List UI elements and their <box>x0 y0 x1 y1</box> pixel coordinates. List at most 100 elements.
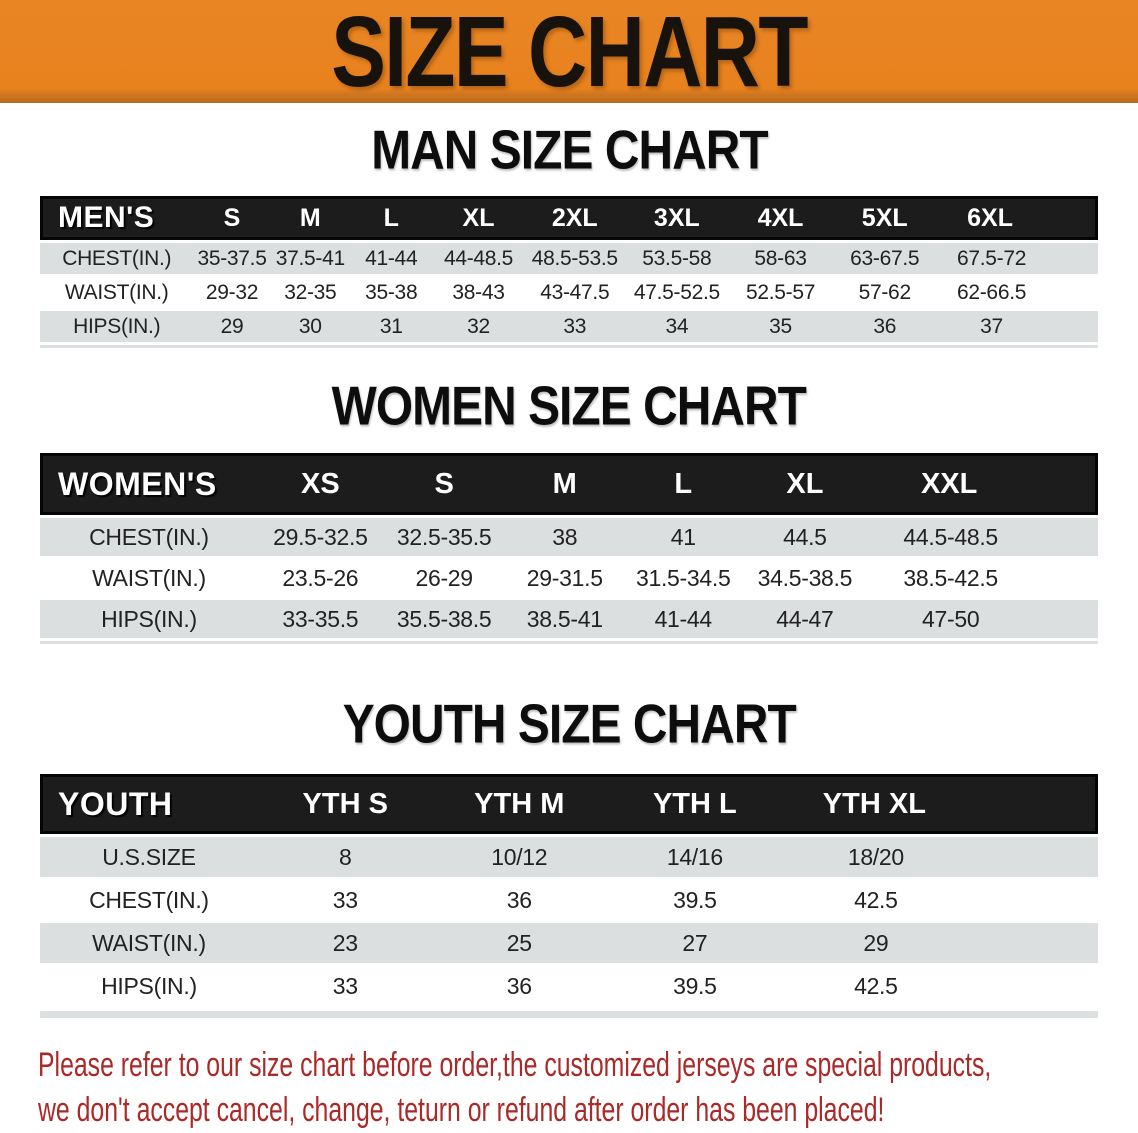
size-value: 33 <box>257 880 433 920</box>
size-value: 41 <box>623 518 743 556</box>
size-value: 32-35 <box>270 277 350 308</box>
table-corner-label: MEN'S <box>40 196 194 240</box>
row-label: CHEST(IN.) <box>40 518 258 556</box>
size-column-header: M <box>505 453 624 515</box>
row-label: HIPS(IN.) <box>40 966 258 1006</box>
row-label: CHEST(IN.) <box>40 880 258 920</box>
size-value: 35 <box>728 311 833 342</box>
measure-row: WAIST(IN.) 23.5-26 26-29 29-31.5 31.5-34.5 34… <box>40 559 1098 597</box>
size-column-header: 4XL <box>728 196 833 240</box>
size-value: 29 <box>193 311 271 342</box>
size-column-header: 3XL <box>625 196 729 240</box>
size-value: 30 <box>270 311 350 342</box>
table-corner-label: YOUTH <box>40 774 258 834</box>
size-column-header: M <box>270 196 350 240</box>
size-column-header: 5XL <box>832 196 938 240</box>
measure-row: HIPS(IN.) 29 30 31 32 33 34 35 36 37 <box>40 311 1098 342</box>
size-value: 41-44 <box>349 243 433 274</box>
size-value: 44-47 <box>742 600 868 638</box>
size-value: 36 <box>832 311 938 342</box>
size-value: 14/16 <box>606 837 784 877</box>
size-column-header: YTH XL <box>783 774 1098 834</box>
size-column-header: YTH M <box>432 774 606 834</box>
size-value: 37 <box>937 311 1098 342</box>
size-value: 29-32 <box>193 277 271 308</box>
size-value: 18/20 <box>783 837 1098 877</box>
size-value: 27 <box>606 923 784 963</box>
size-value: 8 <box>257 837 433 877</box>
size-value: 31.5-34.5 <box>623 559 743 597</box>
measure-row: U.S.SIZE 8 10/12 14/16 18/20 <box>40 837 1098 877</box>
size-value: 35-37.5 <box>193 243 271 274</box>
size-value: 38.5-41 <box>505 600 624 638</box>
size-value: 29 <box>783 923 1098 963</box>
disclaimer-line-1: Please refer to our size chart before or… <box>38 1046 992 1084</box>
size-value: 31 <box>349 311 433 342</box>
size-column-header: YTH L <box>606 774 784 834</box>
size-value: 44-48.5 <box>432 243 525 274</box>
measure-row: WAIST(IN.) 29-32 32-35 35-38 38-43 43-47.5 47.… <box>40 277 1098 308</box>
size-value: 35.5-38.5 <box>382 600 506 638</box>
size-value: 33 <box>257 966 433 1006</box>
size-value: 32 <box>432 311 525 342</box>
men-section-title: MAN SIZE CHART <box>370 119 768 182</box>
disclaimer: Please refer to our size chart before or… <box>38 1043 1138 1133</box>
size-value: 39.5 <box>606 966 784 1006</box>
measure-row: CHEST(IN.) 35-37.5 37.5-41 41-44 44-48.5 48.5… <box>40 243 1098 274</box>
size-value: 36 <box>432 880 606 920</box>
size-value: 47.5-52.5 <box>625 277 729 308</box>
size-value: 47-50 <box>867 600 1098 638</box>
size-value: 44.5-48.5 <box>867 518 1098 556</box>
table-header-row: MEN'S S M L XL 2XL 3XL 4XL 5XL 6XL <box>40 196 1098 240</box>
size-value: 41-44 <box>623 600 743 638</box>
measure-row: HIPS(IN.) 33 36 39.5 42.5 <box>40 966 1098 1006</box>
size-value: 58-63 <box>728 243 833 274</box>
women-size-section: WOMEN SIZE CHART WOMEN'S XS S M L XL XXL CHEST(… <box>0 375 1138 644</box>
size-value: 23.5-26 <box>257 559 383 597</box>
men-table-bottom-edge <box>40 345 1098 348</box>
row-label: WAIST(IN.) <box>40 559 258 597</box>
row-label: WAIST(IN.) <box>40 923 258 963</box>
men-size-section: MAN SIZE CHART MEN'S S M L XL 2XL 3XL 4XL 5XL 6XL… <box>0 119 1138 348</box>
measure-row: WAIST(IN.) 23 25 27 29 <box>40 923 1098 963</box>
row-label: CHEST(IN.) <box>40 243 194 274</box>
size-value: 35-38 <box>349 277 433 308</box>
size-column-header: XL <box>432 196 525 240</box>
measure-row: CHEST(IN.) 29.5-32.5 32.5-35.5 38 41 44.5 44.5… <box>40 518 1098 556</box>
row-label: WAIST(IN.) <box>40 277 194 308</box>
size-value: 48.5-53.5 <box>524 243 626 274</box>
size-column-header: L <box>623 453 743 515</box>
measure-row: HIPS(IN.) 33-35.5 35.5-38.5 38.5-41 41-44 44-… <box>40 600 1098 638</box>
size-value: 62-66.5 <box>937 277 1098 308</box>
size-value: 29-31.5 <box>505 559 624 597</box>
youth-size-table: YOUTH YTH S YTH M YTH L YTH XL U.S.SIZE 8 10/12… <box>40 771 1098 1009</box>
size-column-header: XL <box>742 453 868 515</box>
size-value: 37.5-41 <box>270 243 350 274</box>
size-value: 33-35.5 <box>257 600 383 638</box>
size-value: 57-62 <box>832 277 938 308</box>
size-column-header: 6XL <box>937 196 1098 240</box>
size-value: 34 <box>625 311 729 342</box>
size-column-header: L <box>349 196 433 240</box>
size-column-header: XXL <box>867 453 1098 515</box>
size-value: 63-67.5 <box>832 243 938 274</box>
size-value: 42.5 <box>783 880 1098 920</box>
size-column-header: S <box>193 196 271 240</box>
row-label: HIPS(IN.) <box>40 311 194 342</box>
row-label: U.S.SIZE <box>40 837 258 877</box>
size-value: 67.5-72 <box>937 243 1098 274</box>
measure-row: CHEST(IN.) 33 36 39.5 42.5 <box>40 880 1098 920</box>
banner-title: SIZE CHART <box>331 0 808 108</box>
size-column-header: XS <box>257 453 383 515</box>
size-value: 32.5-35.5 <box>382 518 506 556</box>
size-column-header: YTH S <box>257 774 433 834</box>
women-section-title: WOMEN SIZE CHART <box>331 375 807 438</box>
size-value: 34.5-38.5 <box>742 559 868 597</box>
size-value: 25 <box>432 923 606 963</box>
women-size-table: WOMEN'S XS S M L XL XXL CHEST(IN.) 29.5-32.5 32.5… <box>40 450 1098 641</box>
size-value: 39.5 <box>606 880 784 920</box>
size-value: 53.5-58 <box>625 243 729 274</box>
size-value: 42.5 <box>783 966 1098 1006</box>
banner: SIZE CHART <box>0 0 1138 103</box>
